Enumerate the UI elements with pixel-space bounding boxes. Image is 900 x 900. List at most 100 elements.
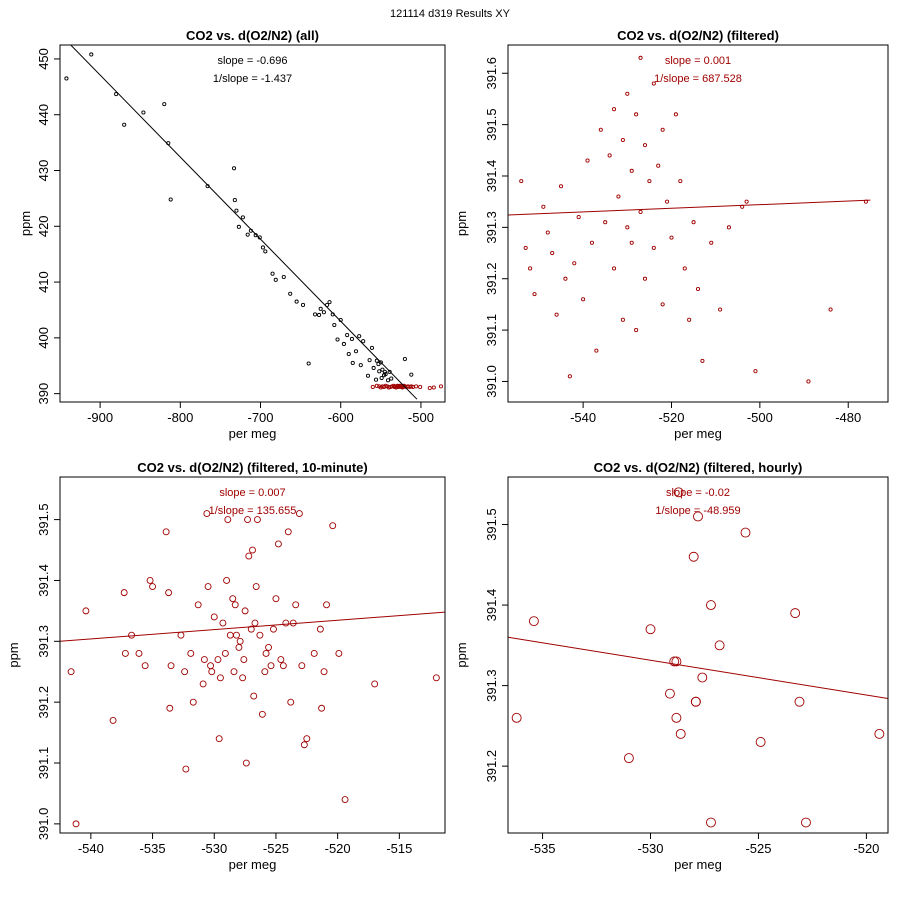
data-point <box>744 199 749 204</box>
data-point <box>325 302 330 307</box>
data-point <box>558 184 564 189</box>
data-point <box>234 208 239 213</box>
x-axis-label: per meg <box>674 857 722 872</box>
panel-4: CO2 vs. d(O2/N2) (filtered, hourly) slope… <box>454 460 889 872</box>
data-point <box>647 179 652 184</box>
data-point <box>594 348 599 353</box>
y-tick-label: 391.1 <box>484 314 499 347</box>
annotation-1: slope = -0.02 <box>666 487 730 499</box>
data-point <box>294 299 299 304</box>
data-point <box>794 696 805 707</box>
annotation-1: slope = 0.007 <box>219 487 285 499</box>
data-point <box>207 662 214 670</box>
data-point <box>629 240 634 245</box>
x-tick-label: -900 <box>87 410 113 425</box>
data-point <box>141 662 149 670</box>
data-point <box>634 112 639 117</box>
data-point <box>625 91 630 96</box>
data-point <box>232 166 237 171</box>
data-point <box>295 510 303 517</box>
data-point <box>64 76 69 81</box>
data-point <box>432 674 440 682</box>
data-point <box>242 759 250 767</box>
data-point <box>673 112 678 117</box>
annotation-1: slope = -0.696 <box>217 55 287 67</box>
data-point <box>245 232 250 237</box>
data-point <box>607 153 612 158</box>
x-tick-label: -525 <box>745 841 771 856</box>
data-point <box>235 643 243 651</box>
data-point <box>122 122 127 127</box>
data-point <box>611 266 617 271</box>
data-point <box>292 601 300 609</box>
y-axis-label: ppm <box>6 642 21 667</box>
data-point <box>651 245 656 250</box>
panel-title: CO2 vs. d(O2/N2) (filtered, 10-minute) <box>137 460 367 475</box>
data-point <box>382 369 387 374</box>
data-point <box>523 245 528 250</box>
data-point <box>519 179 524 184</box>
data-point <box>651 81 656 86</box>
data-point <box>329 522 337 530</box>
data-point <box>335 337 340 342</box>
data-point <box>656 163 661 168</box>
panel-1: CO2 vs. d(O2/N2) (all) slope = -0.696 1/sl… <box>18 28 446 441</box>
data-point <box>277 656 285 664</box>
data-point <box>258 710 266 718</box>
data-point <box>669 235 674 240</box>
y-tick-label: 390 <box>36 383 51 405</box>
data-point <box>365 373 371 378</box>
data-point <box>298 662 306 670</box>
panel-title: CO2 vs. d(O2/N2) (filtered) <box>617 28 779 43</box>
data-point <box>281 274 286 280</box>
x-tick-label: -530 <box>201 841 227 856</box>
data-point <box>377 369 382 374</box>
data-point <box>532 292 537 297</box>
data-point <box>682 266 687 271</box>
data-point <box>231 601 239 609</box>
panel-3: CO2 vs. d(O2/N2) (filtered, 10-minute) sl… <box>6 460 446 872</box>
data-point <box>341 341 346 347</box>
data-point <box>378 360 383 365</box>
data-point <box>199 680 207 688</box>
data-point <box>541 204 546 209</box>
plot-frame <box>59 476 446 834</box>
data-point <box>313 312 318 317</box>
y-tick-label: 440 <box>36 104 51 126</box>
data-point <box>287 698 295 706</box>
data-point <box>371 365 376 371</box>
data-point <box>714 640 725 651</box>
data-point <box>706 600 716 611</box>
data-point <box>274 540 282 548</box>
y-tick-label: 410 <box>36 271 51 293</box>
panel-2: CO2 vs. d(O2/N2) (filtered) slope = 0.001… <box>454 28 889 441</box>
data-point <box>806 379 811 384</box>
data-point <box>146 577 154 584</box>
data-point <box>706 817 716 828</box>
x-tick-label: -515 <box>386 841 412 856</box>
x-tick-label: -700 <box>248 410 274 425</box>
data-point <box>310 650 318 657</box>
data-point <box>581 297 586 302</box>
y-axis-label: ppm <box>454 642 469 667</box>
data-point <box>162 528 170 536</box>
data-point <box>245 552 253 560</box>
x-tick-label: -520 <box>853 841 879 856</box>
x-tick-label: -535 <box>530 841 556 856</box>
fit-line <box>60 611 445 642</box>
data-point <box>240 656 248 664</box>
data-point <box>215 735 223 743</box>
data-point <box>387 369 392 374</box>
data-point <box>210 613 218 621</box>
data-point <box>230 668 238 676</box>
data-point <box>402 356 407 362</box>
data-point <box>550 250 555 256</box>
y-tick-label: 391.5 <box>484 508 499 541</box>
data-point <box>753 369 758 374</box>
data-point <box>120 589 128 597</box>
data-point <box>603 220 608 225</box>
y-tick-label: 450 <box>36 48 51 70</box>
y-tick-label: 391.2 <box>484 750 499 783</box>
data-point <box>262 650 270 657</box>
data-point <box>272 595 280 603</box>
